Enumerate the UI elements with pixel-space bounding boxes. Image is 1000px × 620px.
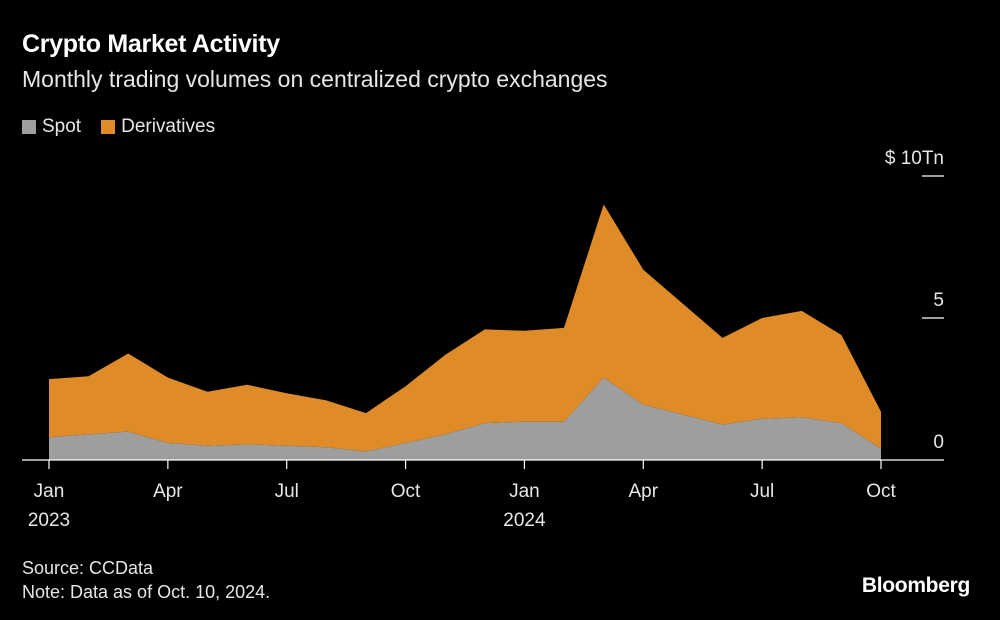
source-note: Source: CCData <box>22 558 154 578</box>
legend-label-spot: Spot <box>42 116 82 137</box>
series-area-derivatives <box>49 204 881 452</box>
legend-item-spot: Spot <box>22 116 81 138</box>
y-tick-label: 5 <box>933 290 944 311</box>
x-tick-label: Jan <box>509 481 540 502</box>
legend-label-derivatives: Derivatives <box>121 116 216 137</box>
y-tick-label: 0 <box>933 432 944 453</box>
series-area-spot <box>49 377 881 460</box>
legend-swatch-derivatives <box>101 120 116 134</box>
y-tick-label: $ 10Tn <box>885 148 944 169</box>
legend: Spot Derivatives <box>22 116 235 138</box>
x-tick-label: Jul <box>275 481 299 502</box>
x-tick-label: Jan <box>34 481 65 502</box>
x-tick-label: Jul <box>750 481 774 502</box>
chart-title: Crypto Market Activity <box>22 30 280 58</box>
chart-subtitle: Monthly trading volumes on centralized c… <box>22 66 608 92</box>
data-note: Note: Data as of Oct. 10, 2024. <box>22 582 271 602</box>
x-tick-label: Apr <box>628 481 658 502</box>
bloomberg-logo: Bloomberg <box>861 574 970 597</box>
x-tick-sublabel: 2024 <box>503 510 546 531</box>
x-tick-label: Oct <box>866 481 896 502</box>
legend-item-derivatives: Derivatives <box>101 116 215 138</box>
legend-swatch-spot <box>22 120 36 134</box>
x-tick-sublabel: 2023 <box>28 510 70 531</box>
x-tick-label: Apr <box>153 481 183 502</box>
x-tick-label: Oct <box>391 481 421 502</box>
